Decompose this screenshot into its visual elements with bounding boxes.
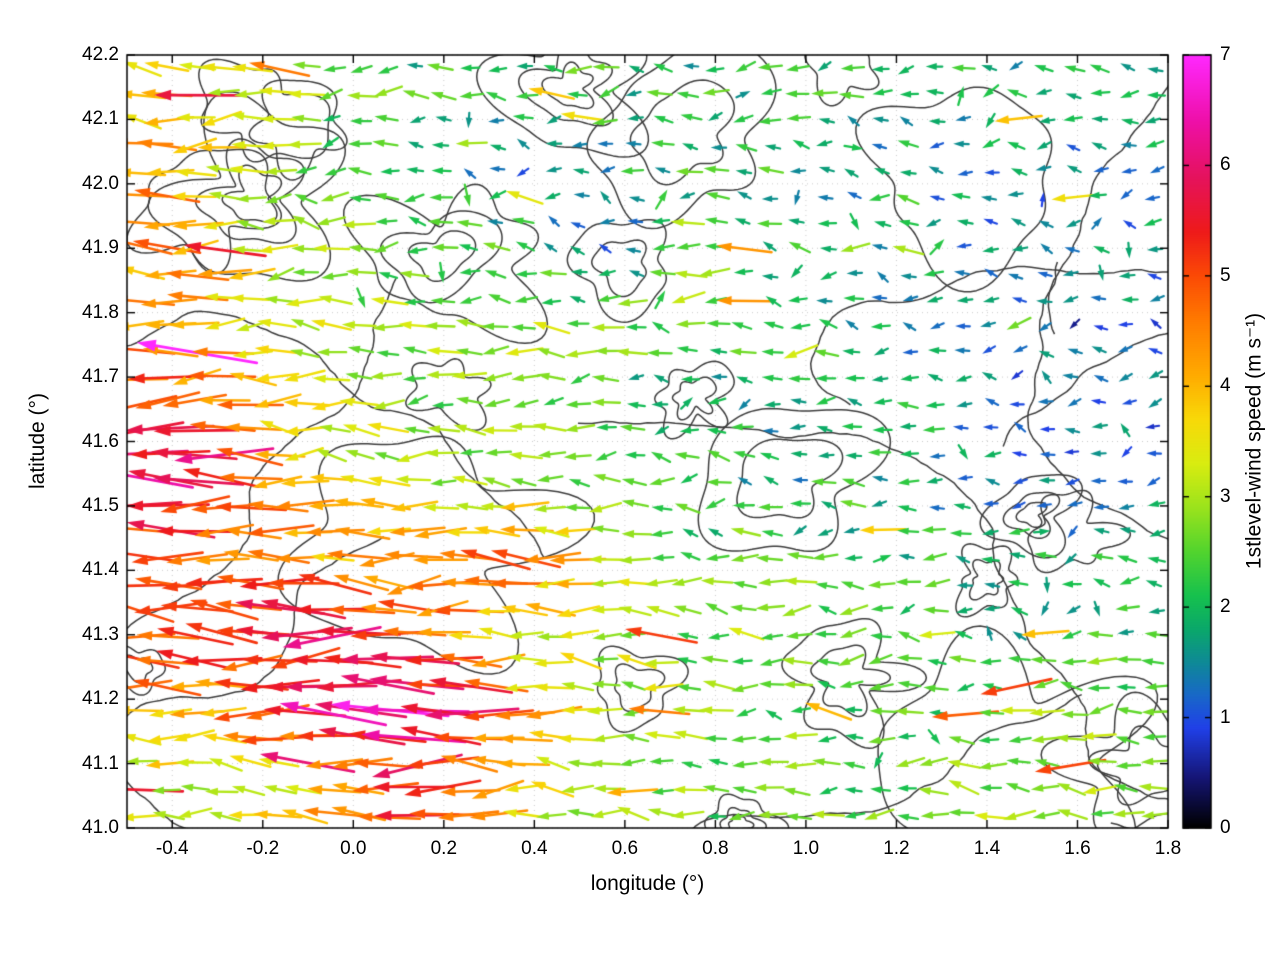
colorbar-label: 1stlevel-wind speed (m s⁻¹) — [1242, 312, 1266, 570]
x-axis-label: longitude (°) — [590, 872, 705, 895]
y-axis-label: latitude (°) — [26, 393, 49, 489]
